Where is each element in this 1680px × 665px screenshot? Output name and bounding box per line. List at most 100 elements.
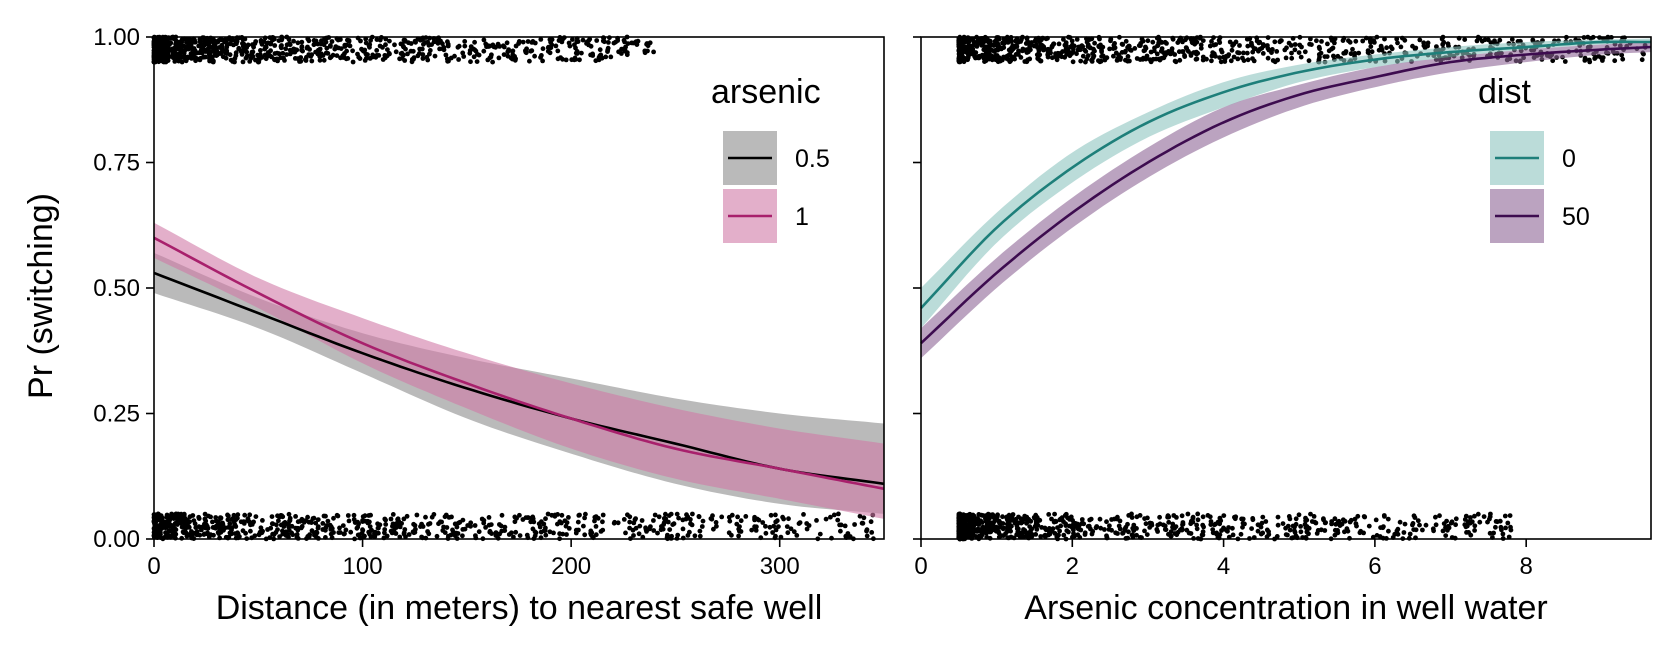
data-point <box>1213 42 1219 47</box>
data-point <box>1382 36 1387 42</box>
data-point <box>1228 58 1234 64</box>
data-point <box>1066 529 1071 535</box>
data-point <box>1255 528 1261 534</box>
data-point <box>258 48 263 53</box>
data-point <box>247 59 253 64</box>
data-point <box>1318 527 1324 533</box>
data-point <box>605 49 610 54</box>
data-point <box>262 52 268 58</box>
data-point <box>1265 46 1271 51</box>
data-point <box>409 59 415 65</box>
data-point <box>670 522 676 527</box>
data-point <box>342 51 347 56</box>
data-point <box>973 534 979 539</box>
data-point <box>320 53 326 58</box>
data-point <box>425 57 431 63</box>
data-point <box>341 54 347 60</box>
data-point <box>697 533 703 539</box>
data-point <box>547 529 553 535</box>
data-point <box>1612 58 1618 64</box>
data-point <box>233 517 239 523</box>
data-point <box>1063 45 1069 51</box>
data-point <box>235 531 241 537</box>
data-point <box>493 533 499 538</box>
data-point <box>1237 43 1242 48</box>
data-point <box>971 42 976 48</box>
data-point <box>1108 36 1114 42</box>
data-point <box>1289 50 1294 56</box>
data-point <box>421 41 426 47</box>
data-point <box>738 518 744 524</box>
data-point <box>243 55 249 61</box>
data-point <box>1269 50 1274 55</box>
data-point <box>248 521 254 527</box>
series-line-0 <box>920 40 1651 309</box>
data-point <box>1021 534 1026 540</box>
data-point <box>1369 49 1375 55</box>
data-point <box>714 523 719 529</box>
data-point <box>639 518 645 523</box>
data-point <box>974 527 980 533</box>
data-point <box>1188 531 1194 536</box>
data-point <box>417 46 423 52</box>
data-point <box>227 52 233 58</box>
data-point <box>429 514 435 520</box>
data-point <box>1056 41 1062 47</box>
data-point <box>864 533 870 539</box>
data-point <box>651 518 656 523</box>
data-point <box>425 529 430 534</box>
data-point <box>334 53 340 58</box>
data-point <box>1184 527 1190 533</box>
data-point <box>611 40 617 46</box>
data-point <box>1052 511 1057 517</box>
x-tick-label: 0 <box>147 553 160 580</box>
data-point <box>527 58 532 64</box>
data-point <box>164 50 170 56</box>
data-point <box>1217 55 1222 60</box>
data-point <box>804 521 810 526</box>
data-point <box>661 520 667 526</box>
data-point <box>365 518 371 524</box>
data-point <box>377 522 383 528</box>
data-point <box>194 50 200 56</box>
data-point <box>1102 57 1108 63</box>
data-point <box>859 520 865 526</box>
data-point <box>700 518 706 524</box>
data-point <box>1025 57 1031 63</box>
data-point <box>199 527 204 533</box>
data-point <box>404 513 410 519</box>
data-point <box>590 51 595 57</box>
data-point <box>1070 523 1076 528</box>
data-point <box>445 43 451 49</box>
data-point <box>295 56 300 61</box>
data-point <box>423 514 428 520</box>
data-point <box>298 525 304 531</box>
data-point <box>1194 49 1199 55</box>
data-point <box>331 530 336 535</box>
data-point <box>991 520 996 526</box>
data-point <box>696 514 702 519</box>
data-point <box>1085 53 1091 59</box>
data-point <box>1209 58 1214 64</box>
data-point <box>1218 47 1224 53</box>
x-tick-label: 4 <box>1217 553 1230 580</box>
legend-label-0: 0 <box>1562 145 1576 173</box>
data-point <box>1321 516 1326 522</box>
data-point <box>788 526 794 532</box>
data-point <box>1035 56 1041 61</box>
data-point <box>1022 528 1028 533</box>
data-point <box>763 530 769 536</box>
data-point <box>1195 517 1201 523</box>
data-point <box>1212 522 1217 528</box>
data-point <box>1296 512 1302 518</box>
data-point <box>367 524 373 529</box>
data-point <box>574 49 580 54</box>
data-point <box>1497 37 1503 43</box>
data-point <box>697 528 703 534</box>
data-point <box>383 517 388 523</box>
data-point <box>1223 54 1229 59</box>
data-point <box>499 512 505 518</box>
data-point <box>317 57 323 63</box>
data-point <box>727 518 733 524</box>
data-point <box>1010 46 1016 52</box>
